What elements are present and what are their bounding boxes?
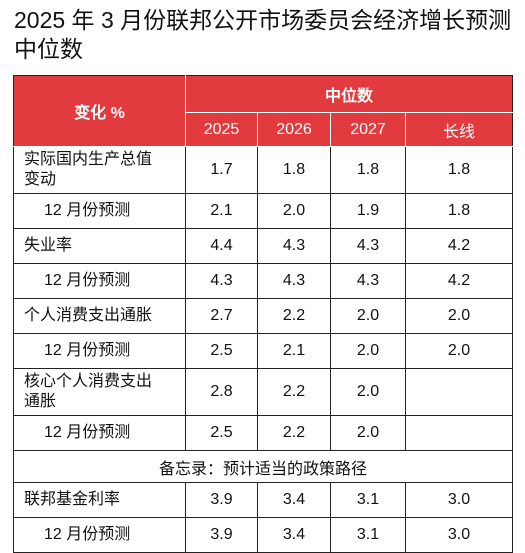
cell: 2.1 [185, 193, 258, 229]
row-label: 12 月份预测 [13, 263, 186, 299]
row: 核心个人消费支出通胀 2.8 2.2 2.0 [13, 368, 514, 416]
column-header: 2025 [185, 112, 258, 147]
empty-cell [404, 368, 514, 416]
cell: 4.2 [404, 228, 514, 264]
cell: 2.5 [185, 333, 258, 369]
row-label: 12 月份预测 [13, 333, 186, 369]
cell: 2.0 [404, 333, 514, 369]
cell: 2.2 [257, 415, 331, 451]
row: 12 月份预测 2.5 2.1 2.0 2.0 [13, 333, 514, 369]
cell: 1.9 [330, 193, 406, 229]
row-label: 个人消费支出通胀 [13, 298, 186, 334]
row: 12 月份预测 4.3 4.3 4.3 4.2 [13, 263, 514, 299]
cell: 4.3 [257, 263, 331, 299]
cell: 2.0 [330, 368, 406, 416]
cell: 4.3 [257, 228, 331, 264]
row: 实际国内生产总值变动 1.7 1.8 1.8 1.8 [13, 146, 514, 194]
cell: 2.0 [330, 415, 406, 451]
group-header: 中位数 [184, 75, 514, 113]
cell: 2.7 [185, 298, 258, 334]
cell: 1.8 [257, 146, 331, 194]
row-label: 12 月份预测 [13, 517, 186, 553]
cell: 4.4 [185, 228, 258, 264]
row-label: 12 月份预测 [13, 193, 186, 229]
cell: 3.9 [185, 517, 258, 553]
cell: 2.2 [257, 368, 331, 416]
cell: 3.4 [257, 517, 331, 553]
row: 联邦基金利率 3.9 3.4 3.1 3.0 [13, 482, 514, 518]
column-header: 长线 [404, 112, 514, 147]
memo: 备忘录：预计适当的政策路径 [12, 450, 514, 483]
memo-row: 备忘录：预计适当的政策路径 [12, 450, 514, 483]
cell: 2.1 [257, 333, 331, 369]
cell: 2.2 [257, 298, 331, 334]
row: 12 月份预测 3.9 3.4 3.1 3.0 [13, 517, 514, 553]
cell: 3.9 [185, 482, 258, 518]
row: 失业率 4.4 4.3 4.3 4.2 [13, 228, 514, 264]
cell: 4.3 [330, 263, 406, 299]
title: 2025 年 3 月份联邦公开市场委员会经济增长预测中位数 [14, 7, 512, 62]
cell: 4.3 [185, 263, 258, 299]
cell: 3.4 [257, 482, 331, 518]
cell: 1.8 [404, 193, 514, 229]
page: 2025 年 3 月份联邦公开市场委员会经济增长预测中位数 变化 % 中位数 2… [12, 7, 514, 553]
cell: 3.0 [404, 517, 514, 553]
cell: 2.0 [257, 193, 331, 229]
table: 变化 % 中位数 2025 2026 2027 长线 实际国内生产总值变动 1.7 1.8… [12, 75, 514, 553]
row-label: 核心个人消费支出通胀 [13, 368, 186, 416]
row-label: 联邦基金利率 [13, 482, 186, 518]
cell: 4.2 [404, 263, 514, 299]
cell: 2.5 [185, 415, 258, 451]
row: 12 月份预测 2.1 2.0 1.9 1.8 [13, 193, 514, 229]
row-header: 变化 % [13, 75, 186, 147]
column-header: 2027 [330, 112, 406, 147]
cell: 1.8 [330, 146, 406, 194]
cell: 2.0 [330, 333, 406, 369]
cell: 1.8 [404, 146, 514, 194]
row-label: 实际国内生产总值变动 [13, 146, 186, 194]
cell: 1.7 [185, 146, 258, 194]
row-label: 失业率 [13, 228, 186, 264]
cell: 4.3 [330, 228, 406, 264]
cell: 2.0 [330, 298, 406, 334]
cell: 2.8 [185, 368, 258, 416]
row: 12 月份预测 2.5 2.2 2.0 [13, 415, 514, 451]
cell: 3.1 [330, 517, 406, 553]
row-label: 12 月份预测 [13, 415, 186, 451]
empty-cell [404, 415, 514, 451]
row: 个人消费支出通胀 2.7 2.2 2.0 2.0 [13, 298, 514, 334]
cell: 3.0 [404, 482, 514, 518]
column-header: 2026 [257, 112, 331, 147]
cell: 2.0 [404, 298, 514, 334]
cell: 3.1 [330, 482, 406, 518]
